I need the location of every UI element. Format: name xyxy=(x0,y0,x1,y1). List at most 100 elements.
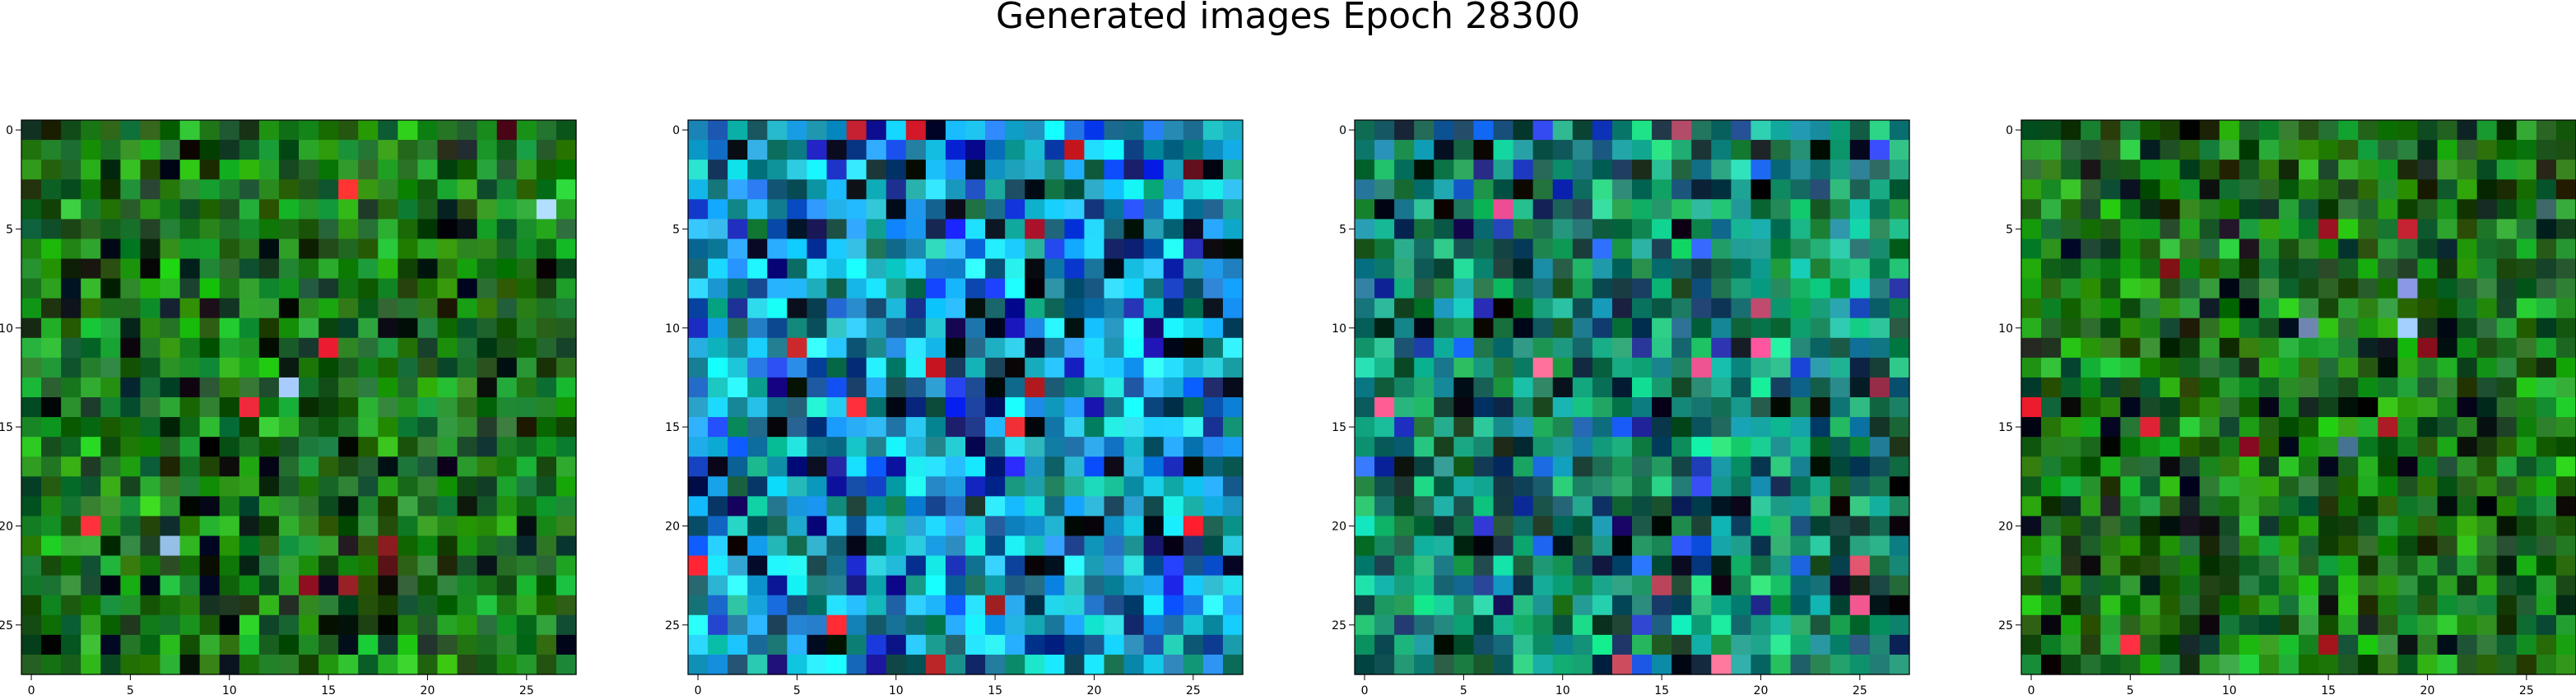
image-pixel xyxy=(496,654,518,675)
image-pixel xyxy=(2496,555,2518,577)
image-pixel xyxy=(1453,160,1475,180)
image-pixel xyxy=(536,239,557,260)
x-tick-label: 10 xyxy=(1555,684,1570,695)
image-pixel xyxy=(2120,476,2141,497)
image-pixel xyxy=(417,239,439,260)
image-pixel xyxy=(2160,614,2181,636)
image-pixel xyxy=(826,634,848,656)
image-pixel xyxy=(1592,496,1613,517)
image-pixel xyxy=(338,317,359,339)
image-pixel xyxy=(1652,496,1672,517)
image-pixel xyxy=(905,239,927,260)
image-pixel xyxy=(1592,555,1613,577)
image-pixel xyxy=(1731,377,1752,398)
image-pixel xyxy=(846,634,867,656)
image-pixel xyxy=(437,654,458,675)
image-pixel xyxy=(1711,357,1732,378)
image-pixel xyxy=(2081,417,2101,438)
image-pixel xyxy=(925,634,946,656)
image-pixel xyxy=(1493,456,1514,477)
image-pixel xyxy=(1592,476,1613,497)
image-pixel xyxy=(1143,516,1165,537)
image-pixel xyxy=(2397,258,2419,280)
image-pixel xyxy=(1849,535,1871,557)
image-pixel xyxy=(1202,614,1224,636)
image-pixel xyxy=(2021,120,2042,141)
image-pixel xyxy=(2476,239,2498,260)
image-pixel xyxy=(2318,357,2339,378)
image-pixel xyxy=(1611,555,1633,577)
image-pixel xyxy=(2555,456,2576,477)
image-pixel xyxy=(358,575,379,596)
image-pixel xyxy=(2021,278,2042,299)
image-pixel xyxy=(1355,199,1375,220)
image-pixel xyxy=(1473,219,1495,240)
image-pixel xyxy=(2140,120,2161,141)
image-pixel xyxy=(536,595,557,616)
image-pixel xyxy=(708,476,728,497)
image-pixel xyxy=(2397,456,2419,477)
image-pixel xyxy=(556,456,577,477)
image-pixel xyxy=(846,476,867,497)
image-pixel xyxy=(1592,595,1613,616)
image-pixel xyxy=(2239,437,2260,457)
image-pixel xyxy=(1770,476,1792,497)
image-pixel xyxy=(787,219,808,240)
image-pixel xyxy=(2476,179,2498,200)
image-pixel xyxy=(2457,179,2478,200)
image-pixel xyxy=(1183,595,1204,616)
image-pixel xyxy=(1889,120,1910,141)
image-pixel xyxy=(299,535,319,557)
image-pixel xyxy=(477,298,498,319)
image-pixel xyxy=(496,555,518,577)
image-pixel xyxy=(1790,160,1811,180)
image-pixel xyxy=(100,614,121,636)
image-pixel xyxy=(2378,654,2398,675)
image-pixel xyxy=(120,258,142,280)
image-pixel xyxy=(1513,239,1534,260)
image-pixel xyxy=(179,357,201,378)
image-pixel xyxy=(41,496,62,517)
image-pixel xyxy=(160,437,181,457)
image-pixel xyxy=(2239,496,2260,517)
image-pixel xyxy=(826,357,848,378)
image-pixel xyxy=(1453,595,1475,616)
image-pixel xyxy=(140,298,161,319)
image-pixel xyxy=(140,417,161,438)
image-pixel xyxy=(1532,496,1554,517)
image-pixel xyxy=(2199,377,2220,398)
image-pixel xyxy=(2318,417,2339,438)
image-pixel xyxy=(787,476,808,497)
image-pixel xyxy=(437,595,458,616)
image-pixel xyxy=(536,417,557,438)
image-pixel xyxy=(1849,298,1871,319)
image-pixel xyxy=(1652,199,1672,220)
image-pixel xyxy=(496,377,518,398)
image-pixel xyxy=(2516,317,2537,339)
image-pixel xyxy=(826,337,848,359)
image-pixel xyxy=(985,160,1006,180)
x-tick-label: 15 xyxy=(2321,684,2336,695)
image-pixel xyxy=(1632,140,1653,160)
image-pixel xyxy=(338,357,359,378)
image-pixel xyxy=(338,160,359,180)
image-pixel xyxy=(299,555,319,577)
image-pixel xyxy=(140,278,161,299)
image-pixel xyxy=(1123,377,1145,398)
image-pixel xyxy=(1163,140,1184,160)
image-pixel xyxy=(100,634,121,656)
image-pixel xyxy=(1123,437,1145,457)
image-pixel xyxy=(1202,575,1224,596)
image-pixel xyxy=(536,357,557,378)
image-pixel xyxy=(2457,160,2478,180)
image-pixel xyxy=(846,278,867,299)
image-pixel xyxy=(1493,555,1514,577)
image-pixel xyxy=(1163,397,1184,418)
image-pixel xyxy=(1394,140,1415,160)
image-pixel xyxy=(965,555,986,577)
image-pixel xyxy=(1044,239,1065,260)
image-pixel xyxy=(2496,456,2518,477)
image-pixel xyxy=(826,298,848,319)
image-pixel xyxy=(1672,417,1692,438)
